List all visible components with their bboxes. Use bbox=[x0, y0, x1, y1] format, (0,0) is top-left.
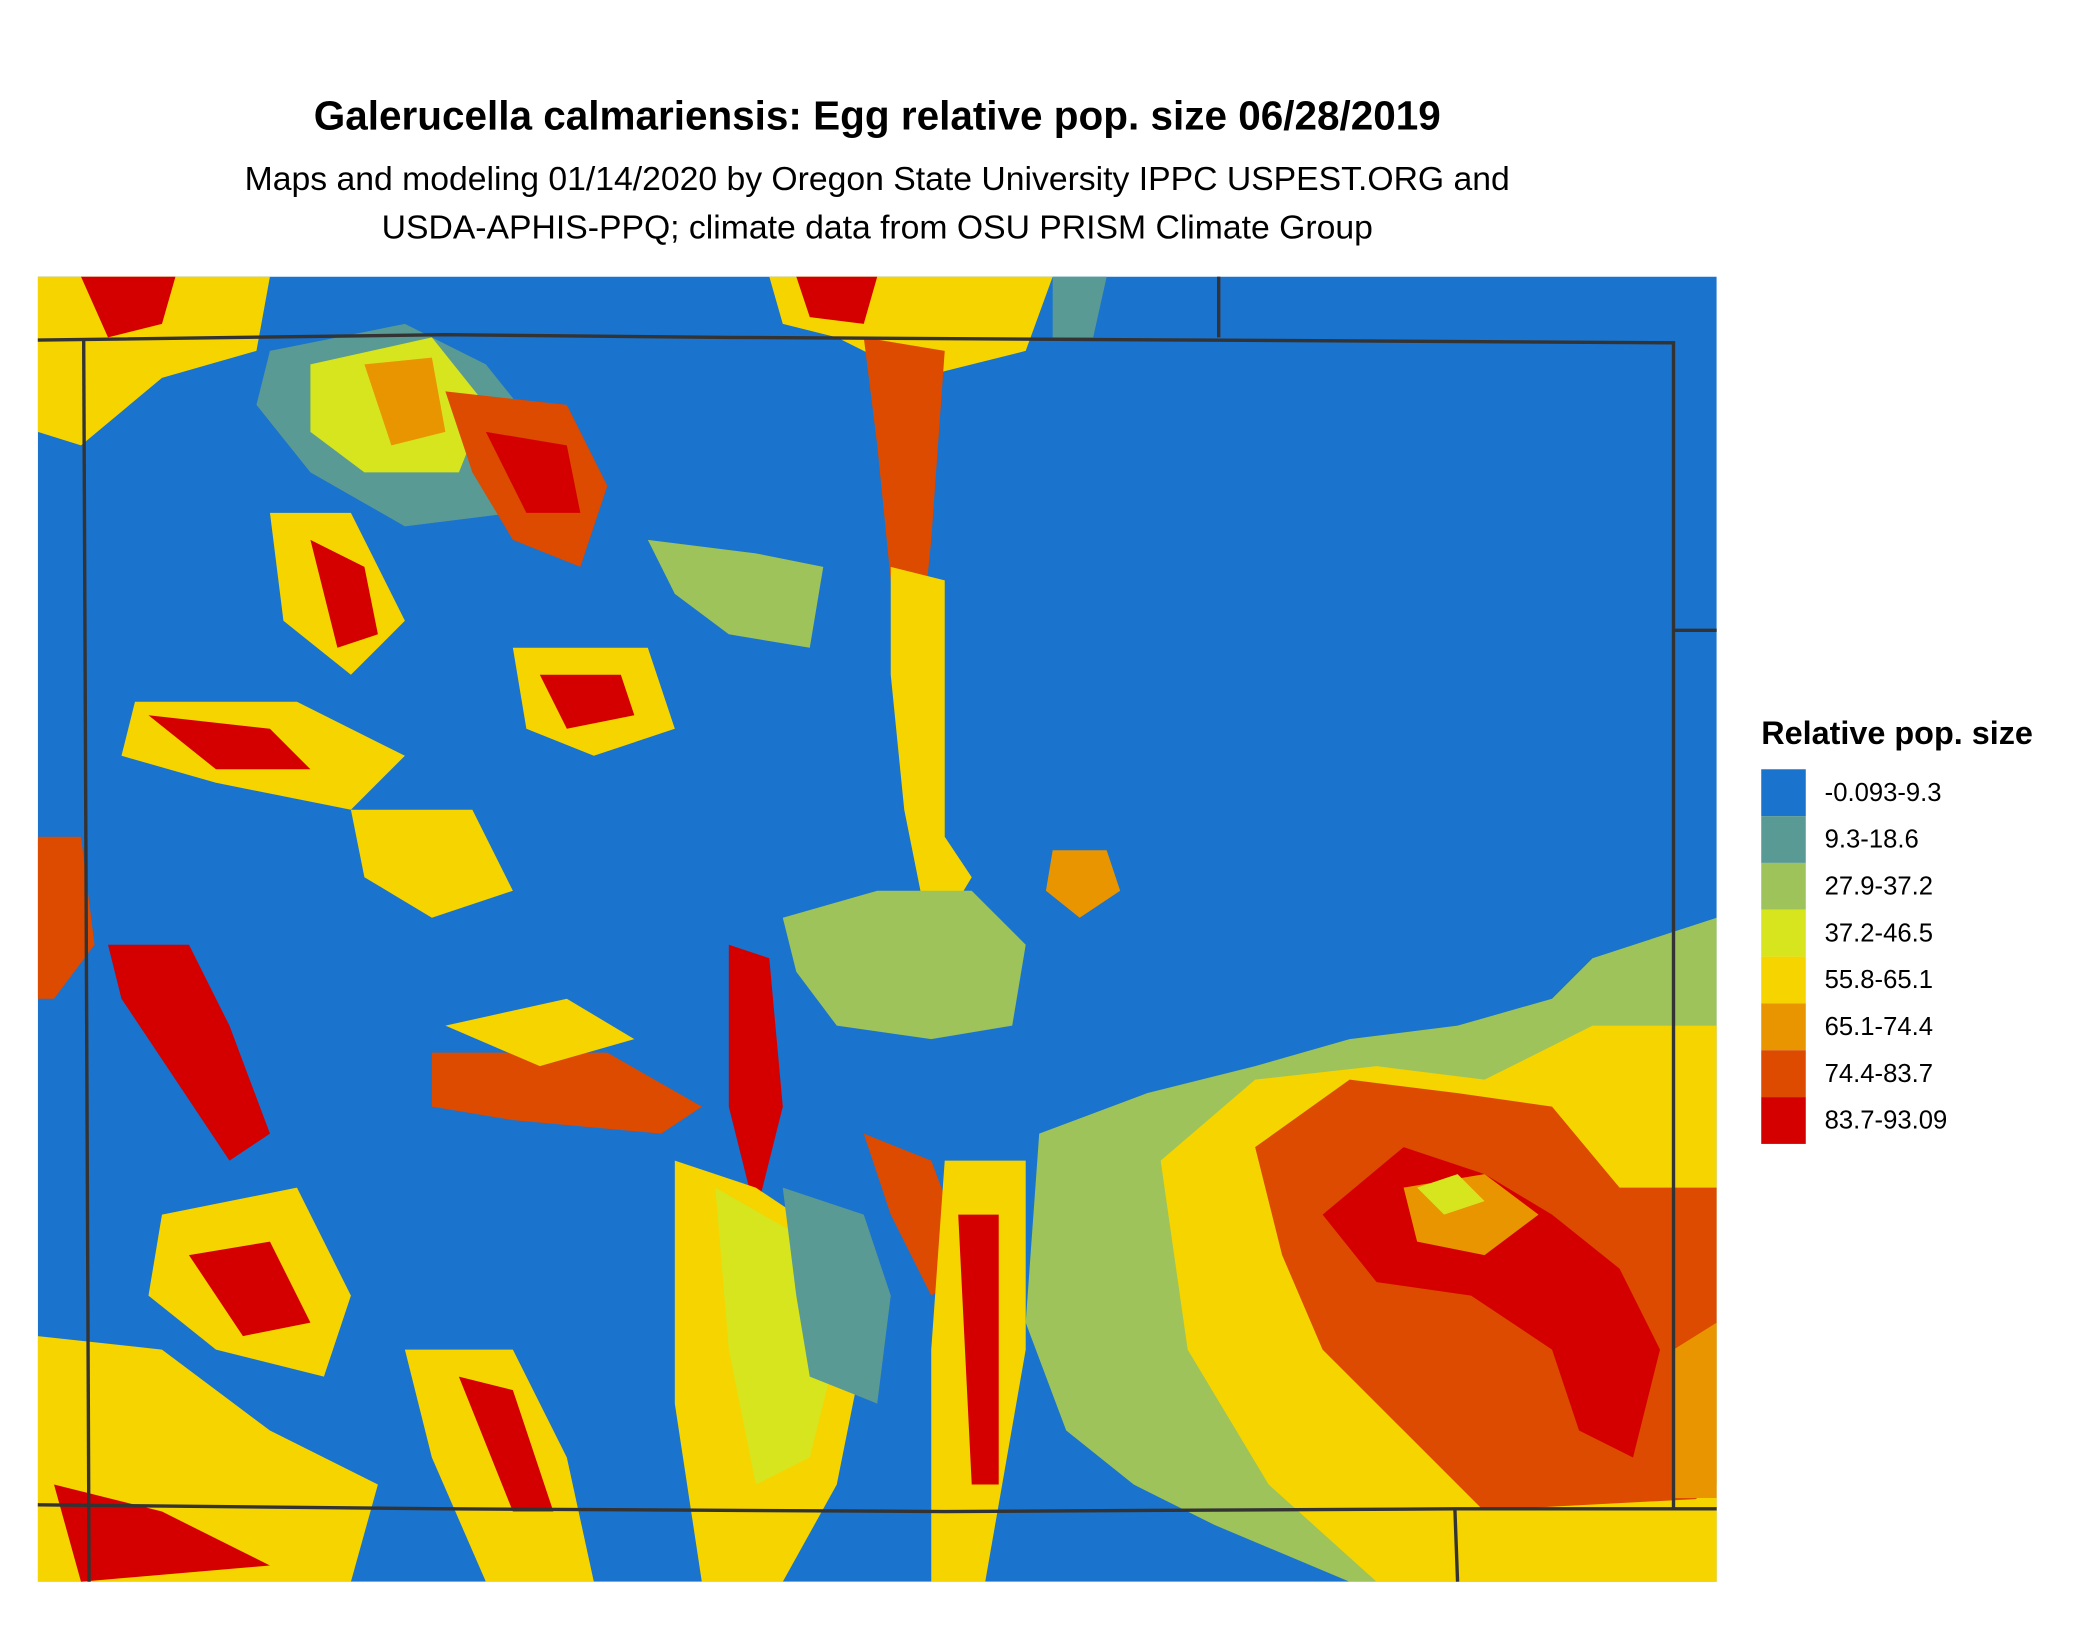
legend-swatch bbox=[1761, 1097, 1806, 1144]
legend-label: 65.1-74.4 bbox=[1825, 1013, 1933, 1041]
legend-label: 74.4-83.7 bbox=[1825, 1060, 1933, 1088]
legend-swatch bbox=[1761, 1003, 1806, 1051]
legend-swatch bbox=[1761, 956, 1806, 1004]
map-subtitle: USDA-APHIS-PPQ; climate data from OSU PR… bbox=[382, 208, 1373, 246]
legend-title: Relative pop. size bbox=[1761, 715, 2033, 751]
legend: -0.093-9.3 9.3-18.6 27.9-37.2 37.2-46.5 55.8… bbox=[1761, 769, 1947, 1144]
legend-swatch bbox=[1761, 909, 1806, 957]
map-subtitle: Maps and modeling 01/14/2020 by Oregon S… bbox=[245, 160, 1510, 198]
legend-swatch bbox=[1761, 816, 1806, 863]
legend-swatch bbox=[1761, 862, 1806, 910]
legend-label: 83.7-93.09 bbox=[1825, 1107, 1948, 1135]
legend-label: 9.3-18.6 bbox=[1825, 826, 1919, 854]
legend-swatch bbox=[1761, 769, 1806, 817]
map-title: Galerucella calmariensis: Egg relative p… bbox=[314, 92, 1441, 138]
legend-label: 27.9-37.2 bbox=[1825, 872, 1933, 900]
legend-label: -0.093-9.3 bbox=[1825, 779, 1942, 807]
legend-label: 55.8-65.1 bbox=[1825, 966, 1933, 994]
raster-map bbox=[37, 276, 1717, 1582]
legend-swatch bbox=[1761, 1050, 1806, 1098]
legend-label: 37.2-46.5 bbox=[1825, 919, 1933, 947]
